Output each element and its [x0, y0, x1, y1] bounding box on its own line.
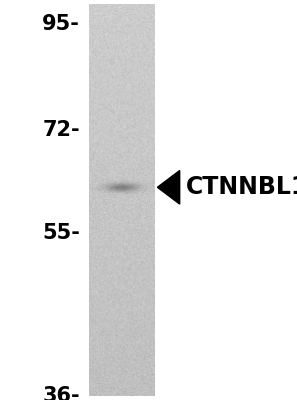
Text: CTNNBL1: CTNNBL1	[186, 175, 297, 199]
Polygon shape	[157, 170, 180, 204]
Text: 55-: 55-	[42, 223, 80, 243]
Text: 95-: 95-	[42, 14, 80, 34]
Text: 72-: 72-	[42, 120, 80, 140]
Text: 36-: 36-	[42, 386, 80, 400]
